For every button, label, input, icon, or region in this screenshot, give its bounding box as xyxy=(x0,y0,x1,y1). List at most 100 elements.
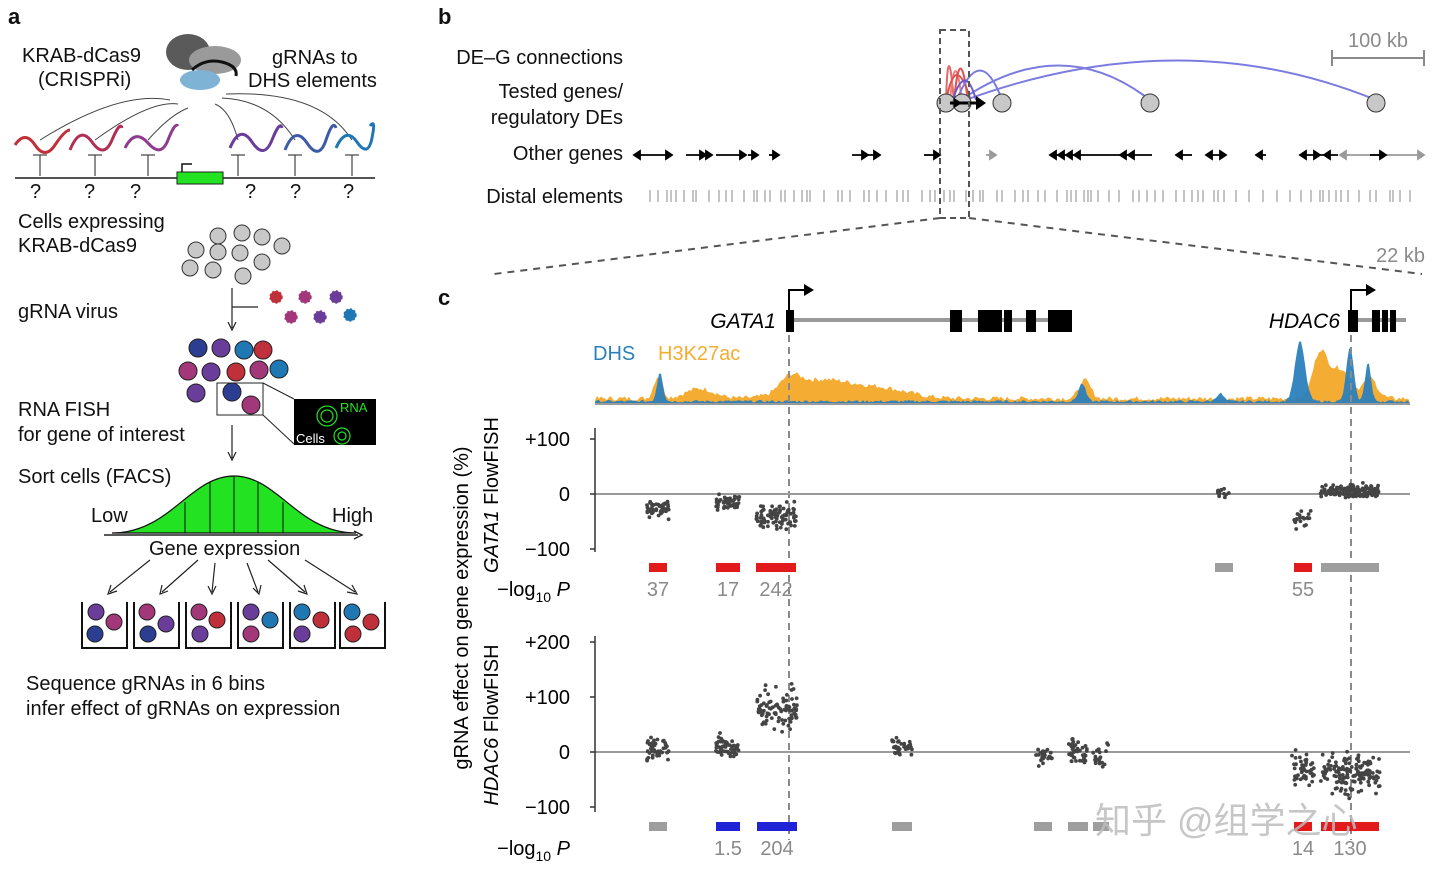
h3k27ac-track xyxy=(595,349,1410,404)
grna-point xyxy=(666,749,671,754)
gata1-flowfish-plot: +100 0 −100 37 17 242 55 −log10 P xyxy=(497,428,1410,605)
grna-point xyxy=(784,704,789,708)
grna-point xyxy=(789,523,793,528)
grna-point xyxy=(1355,493,1360,498)
grna-point xyxy=(755,511,759,516)
grna-point xyxy=(1357,777,1361,782)
grna-point xyxy=(761,525,766,530)
grna-point xyxy=(661,502,666,507)
grna-point xyxy=(1319,779,1323,783)
grna-point xyxy=(1352,773,1357,778)
grna-point xyxy=(1367,776,1372,781)
grna-point xyxy=(1293,782,1298,787)
grna-point xyxy=(1074,759,1078,763)
grna-point xyxy=(776,719,781,724)
grna-point xyxy=(1320,484,1325,489)
grna-point xyxy=(718,739,723,744)
grna-point xyxy=(791,510,796,515)
grna-point xyxy=(795,703,799,708)
grna-point xyxy=(1343,792,1347,796)
grna-point xyxy=(1069,759,1074,764)
plot1-ylabel-rest: FlowFISH xyxy=(481,417,503,505)
grna-point xyxy=(896,739,901,744)
logp-value: 14 xyxy=(1292,838,1314,860)
grna-point xyxy=(1304,757,1309,762)
grna-point xyxy=(781,699,786,704)
grna-point xyxy=(792,711,797,715)
grna-point xyxy=(1294,527,1299,531)
grna-point xyxy=(666,504,670,509)
grna-point xyxy=(755,699,760,704)
grna-point xyxy=(1343,788,1348,792)
grna-point xyxy=(903,747,908,751)
grna-point xyxy=(783,517,788,522)
question-mark: ? xyxy=(30,181,41,203)
plot2-logp-label: −log10 P xyxy=(497,838,571,864)
logp-value: 204 xyxy=(760,838,793,860)
plot1-logp-var: P xyxy=(557,579,571,601)
grna-point xyxy=(716,735,721,739)
grna-point xyxy=(650,748,654,753)
grna-point xyxy=(792,524,797,528)
grna-point xyxy=(1351,494,1356,499)
grna-point xyxy=(896,745,901,750)
grna-point xyxy=(1332,767,1336,771)
sort-label: Sort cells (FACS) xyxy=(18,466,171,488)
y-tick-label: +200 xyxy=(525,632,570,654)
grna-point xyxy=(1298,755,1302,760)
grna-point xyxy=(1298,766,1303,771)
other-genes-arrows xyxy=(632,149,1338,161)
grna-point xyxy=(1340,773,1345,777)
panel-a: a KRAB-dCas9 (CRISPRi) gRNAs to DHS elem… xyxy=(8,4,386,720)
track-tested-line2: regulatory DEs xyxy=(491,107,623,129)
gene-expression-label: Gene expression xyxy=(149,538,300,560)
grna-point xyxy=(1365,493,1370,498)
grna-point xyxy=(719,753,724,757)
grna-point xyxy=(1350,483,1355,487)
grna-point xyxy=(1361,481,1365,485)
grna-point xyxy=(1371,775,1376,779)
grna-point xyxy=(1222,491,1226,496)
grna-point xyxy=(759,519,763,524)
grna-point xyxy=(1330,755,1335,759)
grna-point xyxy=(1356,753,1361,758)
grna-point xyxy=(1330,751,1335,755)
grna-point xyxy=(1375,486,1380,490)
grna-point xyxy=(1371,492,1375,497)
bin-arrows xyxy=(107,559,359,596)
plot1-ylabel-gene: GATA1 xyxy=(481,510,503,573)
grna-point xyxy=(731,754,736,759)
grna-point xyxy=(1105,741,1109,746)
grna-point xyxy=(1304,760,1309,765)
grna-point xyxy=(1324,769,1329,773)
grna-point xyxy=(1337,493,1342,498)
grna-point xyxy=(1337,779,1341,784)
krab-label-line2: (CRISPRi) xyxy=(38,69,131,91)
grna-point xyxy=(716,503,720,507)
grna-point xyxy=(650,507,655,512)
grna-point xyxy=(1066,742,1071,746)
significance-bar xyxy=(1321,563,1379,572)
grna-point xyxy=(1104,749,1108,753)
grna-point xyxy=(902,741,907,746)
grna-point xyxy=(655,737,660,742)
grna-point xyxy=(1353,487,1358,492)
grna-point xyxy=(1040,750,1045,755)
grna-point xyxy=(758,693,762,698)
zoom-box xyxy=(216,382,264,416)
grna-point xyxy=(898,752,902,757)
grna-point xyxy=(1097,750,1102,755)
grna-point xyxy=(1337,773,1342,778)
grna-point xyxy=(778,707,783,711)
grna-point xyxy=(899,742,904,746)
question-marks: ? ? ? ? ? ? xyxy=(30,181,354,203)
grna-point xyxy=(723,740,728,744)
grna-point xyxy=(766,524,770,529)
krab-label-line1: KRAB-dCas9 xyxy=(22,45,141,67)
fish-label-line1: RNA FISH xyxy=(18,399,110,421)
grna-point xyxy=(649,735,653,740)
zoom-region-box xyxy=(939,29,970,219)
grna-point xyxy=(778,525,783,530)
grna-point xyxy=(654,508,659,513)
grna-point xyxy=(778,504,782,509)
